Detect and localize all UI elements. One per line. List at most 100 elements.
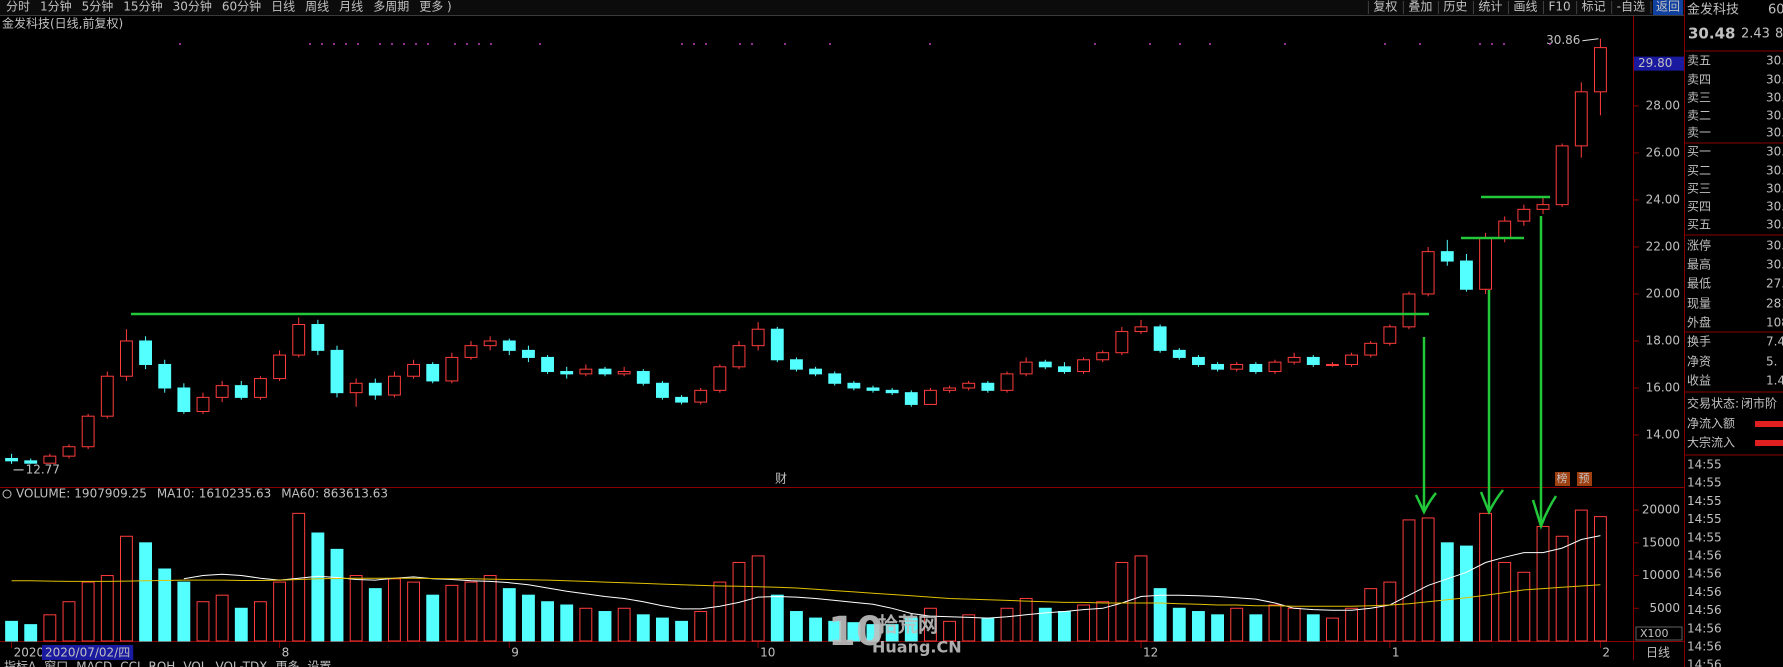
- toolbar-tab[interactable]: 日线: [271, 0, 295, 14]
- bottom-tab[interactable]: 指标A: [4, 659, 37, 667]
- y-tick-label: 14.00: [1646, 427, 1680, 441]
- candle-body: [789, 359, 803, 370]
- watermark: 10 拾荒网 Huang.CN: [828, 609, 962, 657]
- indicator-value: 863613.63: [323, 487, 388, 501]
- order-price: 30.: [1766, 91, 1783, 105]
- indicator-label: VOLUME:: [16, 487, 70, 501]
- volume-bar: [1325, 617, 1339, 642]
- volume-bar: [828, 620, 842, 642]
- toolbar-button[interactable]: 复权: [1373, 0, 1397, 14]
- volume-bar: [1191, 611, 1205, 642]
- toolbar-tab[interactable]: 5分钟: [82, 0, 114, 14]
- toolbar-tab[interactable]: 30分钟: [173, 0, 212, 14]
- volume-bar: [81, 581, 95, 642]
- volume-bar: [1536, 525, 1550, 642]
- bottom-tab[interactable]: VOL-TDX: [215, 660, 267, 667]
- volume-bar: [1555, 535, 1569, 642]
- toolbar-tab[interactable]: 更多 ): [419, 0, 452, 14]
- volume-bar: [521, 594, 535, 642]
- volume-bar: [732, 561, 746, 642]
- toolbar-tab[interactable]: 多周期: [373, 0, 409, 14]
- candle-body: [177, 387, 191, 412]
- candle-body: [349, 382, 363, 394]
- volume-bar: [885, 624, 899, 642]
- toolbar-button[interactable]: -自选: [1617, 0, 1645, 14]
- volume-bar: [1096, 601, 1110, 642]
- volume-bar: [1249, 614, 1263, 642]
- volume-bar: [426, 594, 440, 642]
- order-label: 买四: [1687, 200, 1711, 214]
- volume-bar: [1153, 588, 1167, 642]
- bottom-tab[interactable]: ROH: [149, 660, 176, 667]
- volume-bar: [158, 568, 172, 642]
- candle-body: [426, 363, 440, 382]
- volume-bar: [1479, 512, 1493, 642]
- order-label: 卖五: [1687, 54, 1711, 68]
- volume-bar: [502, 588, 516, 642]
- volume-bar: [636, 614, 650, 642]
- volume-bar: [1440, 542, 1454, 642]
- candle-body: [1000, 373, 1014, 391]
- x-tick-label: 8: [282, 646, 290, 660]
- bottom-tab[interactable]: MACD: [76, 660, 112, 667]
- y-tick-label: 22.00: [1646, 239, 1680, 253]
- arrow-head: [1531, 495, 1558, 530]
- toolbar-tab[interactable]: 周线: [305, 0, 329, 14]
- volume-bar: [119, 535, 133, 642]
- candle-body: [541, 356, 555, 373]
- event-dot: [454, 43, 456, 45]
- cursor-price: 29.80: [1638, 56, 1672, 70]
- volume-bar: [1019, 597, 1033, 642]
- toolbar-tab[interactable]: 60分钟: [222, 0, 261, 14]
- volume-bar: [62, 601, 76, 642]
- period-label[interactable]: 日线: [1646, 646, 1670, 660]
- candle-body: [24, 460, 38, 464]
- toolbar-button[interactable]: 统计: [1478, 0, 1502, 14]
- toolbar-tab[interactable]: 分时: [6, 0, 30, 14]
- event-dot: [1491, 43, 1493, 45]
- volume-bar: [1306, 614, 1320, 642]
- toolbar-tab[interactable]: 月线: [339, 0, 363, 14]
- event-dot: [466, 43, 468, 45]
- bottom-tab[interactable]: 窗口: [44, 660, 68, 667]
- toolbar-tab[interactable]: 15分钟: [123, 0, 162, 14]
- volume-bar: [809, 617, 823, 642]
- volume-bar: [1345, 607, 1359, 642]
- volume-bar: [1498, 561, 1512, 642]
- y-tick-label: 20.00: [1646, 286, 1680, 300]
- event-dot: [1284, 43, 1286, 45]
- candle-body: [100, 375, 114, 417]
- toolbar-button[interactable]: 标记: [1582, 0, 1606, 14]
- event-dot: [739, 43, 741, 45]
- volume-bar: [387, 578, 401, 642]
- volume-bar: [560, 604, 574, 642]
- x-tick-label: 1: [1392, 646, 1400, 660]
- toolbar-button[interactable]: 历史: [1443, 0, 1467, 14]
- volume-bar: [1421, 517, 1435, 642]
- event-dot: [1179, 43, 1181, 45]
- toolbar-button[interactable]: 叠加: [1408, 0, 1432, 14]
- y-tick-label: 20000: [1642, 503, 1680, 517]
- tick-time: 14:56: [1687, 549, 1722, 563]
- toolbar-button[interactable]: 画线: [1513, 0, 1537, 14]
- bottom-tab[interactable]: CCI: [120, 660, 140, 667]
- toolbar-button[interactable]: 返回: [1656, 0, 1680, 14]
- bottom-tab[interactable]: 设置: [307, 660, 331, 667]
- candle-body: [1172, 349, 1186, 358]
- volume-bar: [579, 607, 593, 642]
- candle-body: [1191, 356, 1205, 365]
- order-label: 卖一: [1687, 126, 1711, 140]
- volume-bar: [139, 542, 153, 642]
- y-tick-label: 15000: [1642, 535, 1680, 549]
- toolbar-tab[interactable]: 1分钟: [40, 0, 72, 14]
- toolbar: [0, 0, 1684, 15]
- flow-bar: [1755, 421, 1783, 427]
- bottom-tab[interactable]: 更多: [275, 660, 299, 667]
- chart-title: 金发科技(日线,前复权): [2, 16, 123, 31]
- volume-bar: [598, 611, 612, 642]
- flow-label: 大宗流入: [1687, 435, 1735, 450]
- volume-bar: [655, 617, 669, 642]
- bottom-tab[interactable]: VOL: [183, 660, 207, 667]
- toolbar-button[interactable]: F10: [1548, 0, 1570, 14]
